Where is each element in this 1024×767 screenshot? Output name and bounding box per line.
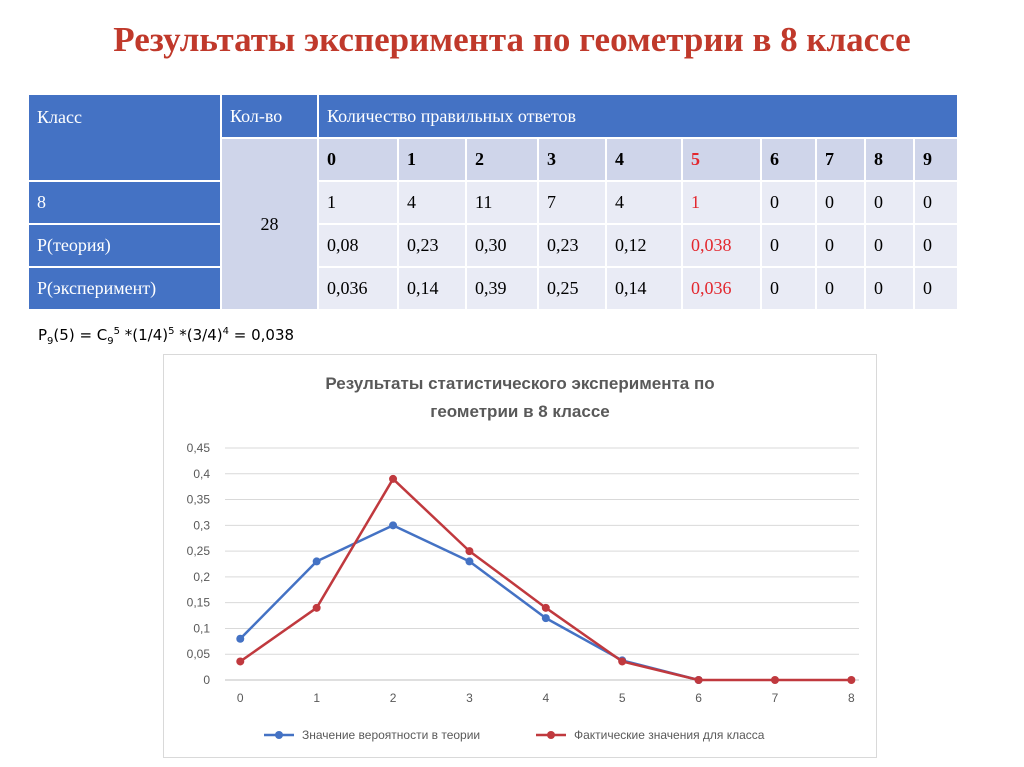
data-point bbox=[465, 557, 474, 566]
row-label: P(теория) bbox=[27, 223, 222, 268]
data-point bbox=[770, 676, 779, 684]
table-cell: 0,12 bbox=[605, 223, 683, 268]
table-cell: 0,25 bbox=[537, 266, 607, 311]
x-tick-label: 3 bbox=[466, 691, 473, 705]
count-value: 28 bbox=[220, 137, 319, 311]
y-tick-label: 0,1 bbox=[193, 621, 210, 635]
table-cell: 0 bbox=[913, 223, 959, 268]
slide-title: Результаты эксперимента по геометрии в 8… bbox=[113, 20, 911, 59]
table-cell: 0,39 bbox=[465, 266, 539, 311]
answer-count-header: 9 bbox=[913, 137, 959, 182]
legend-marker bbox=[547, 731, 555, 739]
y-tick-label: 0,3 bbox=[193, 518, 210, 532]
answer-count-header: 2 bbox=[465, 137, 539, 182]
data-point bbox=[389, 521, 398, 530]
line-chart: Результаты статистического эксперимента … bbox=[163, 354, 877, 758]
table-cell: 0,23 bbox=[397, 223, 467, 268]
x-tick-label: 4 bbox=[542, 691, 549, 705]
answer-count-header: 0 bbox=[317, 137, 399, 182]
data-point bbox=[389, 474, 398, 483]
answer-count-header: 7 bbox=[815, 137, 866, 182]
table-cell: 1 bbox=[681, 180, 762, 225]
data-point bbox=[694, 676, 703, 684]
data-point bbox=[618, 657, 627, 666]
table-cell: 7 bbox=[537, 180, 607, 225]
table-cell: 4 bbox=[397, 180, 467, 225]
table-cell: 0,14 bbox=[397, 266, 467, 311]
table-cell: 0,14 bbox=[605, 266, 683, 311]
data-point bbox=[541, 603, 550, 612]
answer-count-header: 3 bbox=[537, 137, 607, 182]
row-label: P(эксперимент) bbox=[27, 266, 222, 311]
y-tick-label: 0,15 bbox=[187, 596, 211, 610]
data-point bbox=[236, 657, 245, 666]
y-tick-label: 0,45 bbox=[187, 441, 211, 455]
table-cell: 0 bbox=[815, 266, 866, 311]
x-tick-label: 2 bbox=[390, 691, 397, 705]
header-answers: Количество правильных ответов bbox=[317, 93, 959, 139]
table-cell: 0 bbox=[864, 180, 915, 225]
x-tick-label: 6 bbox=[695, 691, 702, 705]
series-line-1 bbox=[239, 477, 852, 682]
table-cell: 4 bbox=[605, 180, 683, 225]
data-point bbox=[312, 557, 321, 566]
legend-label: Значение вероятности в теории bbox=[302, 728, 480, 742]
chart-svg: Результаты статистического эксперимента … bbox=[187, 374, 859, 742]
data-point bbox=[847, 676, 856, 684]
table-cell: 1 bbox=[317, 180, 399, 225]
table-cell: 0,036 bbox=[681, 266, 762, 311]
y-tick-label: 0,35 bbox=[187, 493, 211, 507]
table-cell: 0 bbox=[864, 223, 915, 268]
chart-title-line: геометрии в 8 классе bbox=[430, 402, 610, 421]
answer-count-header: 5 bbox=[681, 137, 762, 182]
results-table: Класс Кол-во Количество правильных ответ… bbox=[27, 93, 959, 311]
table-cell: 0 bbox=[815, 223, 866, 268]
legend-marker bbox=[275, 731, 283, 739]
table-cell: 0 bbox=[760, 266, 817, 311]
data-point bbox=[465, 547, 474, 556]
x-tick-label: 5 bbox=[619, 691, 626, 705]
table-cell: 11 bbox=[465, 180, 539, 225]
answer-count-header: 8 bbox=[864, 137, 915, 182]
table-cell: 0,23 bbox=[537, 223, 607, 268]
table-cell: 0 bbox=[815, 180, 866, 225]
row-label: 8 bbox=[27, 180, 222, 225]
y-tick-label: 0,25 bbox=[187, 544, 211, 558]
legend-label: Фактические значения для класса bbox=[574, 728, 765, 742]
table-cell: 0,30 bbox=[465, 223, 539, 268]
y-tick-label: 0,4 bbox=[193, 467, 210, 481]
x-tick-label: 0 bbox=[237, 691, 244, 705]
data-point bbox=[541, 614, 550, 623]
table-cell: 0 bbox=[864, 266, 915, 311]
table-cell: 0 bbox=[760, 180, 817, 225]
table-cell: 0 bbox=[913, 266, 959, 311]
chart-title-line: Результаты статистического эксперимента … bbox=[325, 374, 714, 393]
header-class: Класс bbox=[27, 93, 222, 182]
answer-count-header: 4 bbox=[605, 137, 683, 182]
data-point bbox=[236, 634, 245, 643]
y-tick-label: 0,05 bbox=[187, 647, 211, 661]
table-row: P(эксперимент) 0,036 0,14 0,39 0,25 0,14… bbox=[27, 266, 959, 311]
table-cell: 0,038 bbox=[681, 223, 762, 268]
x-tick-label: 1 bbox=[313, 691, 320, 705]
table-cell: 0,036 bbox=[317, 266, 399, 311]
binomial-formula: P9(5) = C95 *(1/4)5 *(3/4)4 = 0,038 bbox=[38, 326, 295, 347]
data-point bbox=[312, 603, 321, 612]
table-row: P(теория) 0,08 0,23 0,30 0,23 0,12 0,038… bbox=[27, 223, 959, 268]
y-tick-label: 0 bbox=[203, 673, 210, 687]
y-tick-label: 0,2 bbox=[193, 570, 210, 584]
x-tick-label: 7 bbox=[772, 691, 779, 705]
table-cell: 0 bbox=[913, 180, 959, 225]
x-tick-label: 8 bbox=[848, 691, 855, 705]
table-cell: 0 bbox=[760, 223, 817, 268]
table-cell: 0,08 bbox=[317, 223, 399, 268]
answer-count-header: 6 bbox=[760, 137, 817, 182]
table-row: 8 1 4 11 7 4 1 0 0 0 0 bbox=[27, 180, 959, 225]
header-count: Кол-во bbox=[220, 93, 319, 139]
answer-count-header: 1 bbox=[397, 137, 467, 182]
